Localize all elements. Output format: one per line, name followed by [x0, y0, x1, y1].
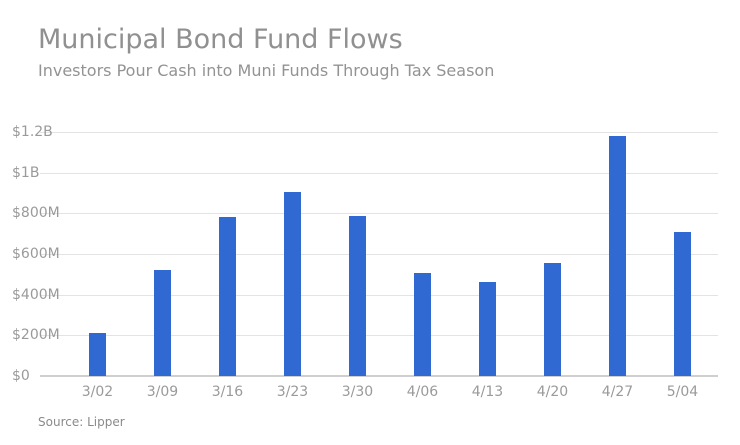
x-axis-tick-label: 3/30 — [341, 384, 374, 400]
bar-4-27[interactable] — [609, 136, 626, 376]
gridline — [40, 294, 718, 296]
x-axis-tick-label: 3/16 — [211, 384, 244, 400]
y-axis-tick-label: $400M — [12, 286, 60, 303]
gridline — [40, 132, 718, 133]
gridline — [40, 254, 718, 255]
x-axis-tick-label: 4/20 — [536, 384, 569, 400]
x-axis-tick-label: 4/27 — [601, 384, 634, 400]
bar-3-23[interactable] — [284, 192, 301, 376]
y-axis-tick-label: $1.2B — [12, 124, 53, 140]
chart-subtitle: Investors Pour Cash into Muni Funds Thro… — [38, 61, 495, 80]
y-axis-tick-label: $800M — [12, 205, 60, 222]
x-axis-tick-label: 3/02 — [81, 384, 114, 400]
x-axis-tick-label: 4/06 — [406, 384, 439, 400]
bar-4-13[interactable] — [479, 281, 496, 376]
x-axis-tick-label: 5/04 — [666, 384, 699, 400]
chart-title: Municipal Bond Fund Flows — [38, 24, 403, 55]
bar-3-16[interactable] — [219, 217, 236, 376]
source-note: Source: Lipper — [38, 415, 125, 429]
y-axis-tick-label: $200M — [12, 327, 60, 344]
y-axis-tick-label: $600M — [12, 246, 60, 262]
gridline — [40, 335, 718, 337]
bar-4-06[interactable] — [414, 273, 431, 376]
bar-3-30[interactable] — [349, 216, 366, 376]
bar-3-02[interactable] — [89, 332, 106, 376]
y-axis-tick-label: $0 — [12, 368, 30, 384]
bar-3-09[interactable] — [154, 269, 171, 376]
bar-5-04[interactable] — [674, 231, 691, 376]
x-axis-tick-label: 3/23 — [276, 384, 309, 400]
bar-4-20[interactable] — [544, 262, 561, 376]
gridline — [40, 213, 718, 215]
x-axis-tick-label: 4/13 — [471, 384, 504, 400]
gridline — [40, 172, 718, 174]
y-axis-tick-label: $1B — [12, 164, 40, 181]
x-axis-baseline — [40, 375, 718, 377]
x-axis-tick-label: 3/09 — [146, 384, 179, 400]
